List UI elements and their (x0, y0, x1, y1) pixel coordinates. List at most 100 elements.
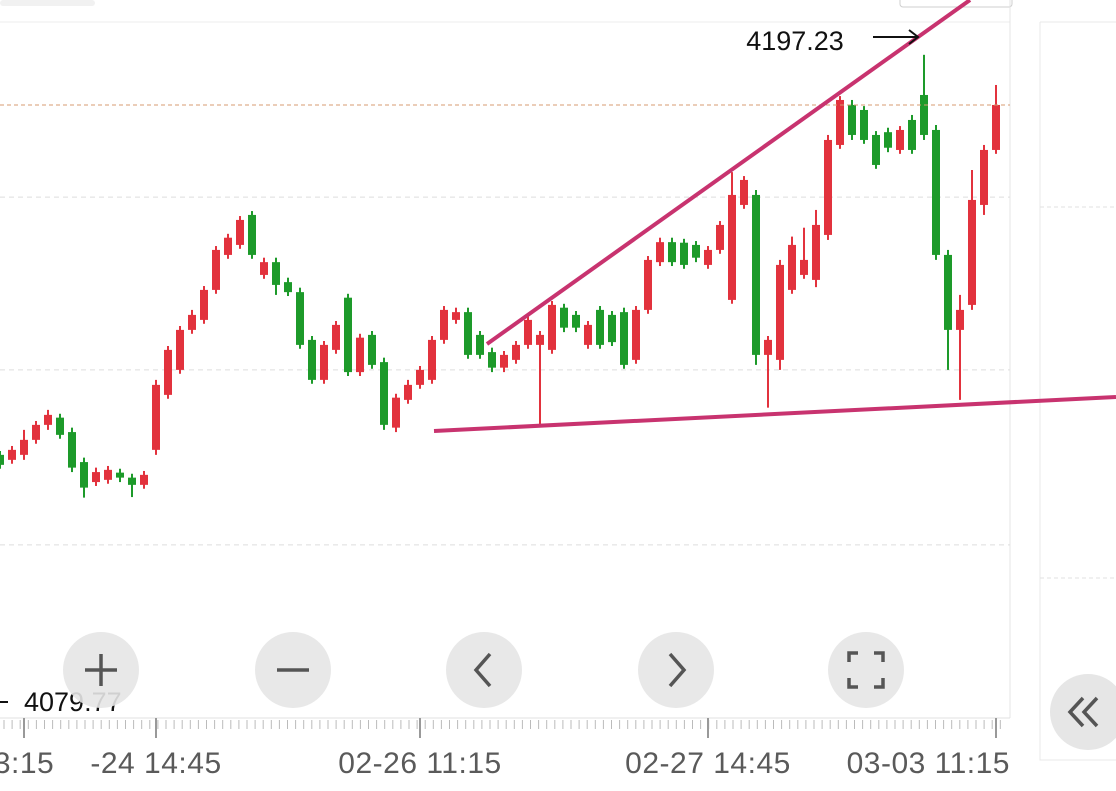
candle-body (752, 194, 760, 355)
candle-body (860, 109, 868, 140)
zoom-in-button[interactable] (63, 632, 139, 708)
candle-body (416, 369, 424, 385)
candle-body (236, 219, 244, 245)
candle-body (680, 242, 688, 265)
candle-body (896, 129, 904, 150)
candle-body (992, 104, 1000, 150)
candle-body (56, 417, 64, 435)
candle-body (872, 134, 880, 165)
candle-body (404, 384, 412, 400)
candle-body (848, 104, 856, 135)
candle-body (32, 424, 40, 440)
x-tick-label: 3:15 (0, 747, 54, 780)
candle-body (200, 289, 208, 320)
high-label: 4197.23 (746, 26, 844, 56)
candle-body (800, 259, 808, 275)
candle-body (128, 477, 136, 485)
candle-body (476, 334, 484, 355)
side-panel (1039, 21, 1116, 761)
candle-body (116, 472, 124, 478)
candle-body (980, 149, 988, 205)
candle-body (512, 344, 520, 360)
candle-body (620, 312, 628, 365)
fullscreen-button[interactable] (828, 632, 904, 708)
candle-body (644, 259, 652, 310)
candle-body (392, 397, 400, 428)
candle-body (488, 352, 496, 368)
candles (0, 54, 1010, 498)
candle-body (440, 309, 448, 340)
candle-body (812, 224, 820, 280)
zoom-out-button[interactable] (255, 632, 331, 708)
candle-body (452, 312, 460, 320)
candle-body (668, 242, 676, 263)
candle-body (308, 339, 316, 380)
candle-body (536, 334, 544, 345)
candle-body (272, 262, 280, 285)
candle-body (608, 314, 616, 343)
candle-body (788, 244, 796, 290)
candle-body (20, 439, 28, 455)
candle-body (704, 249, 712, 265)
candle-body (692, 244, 700, 258)
trend-line (433, 395, 1116, 433)
x-tick-label: 02-26 11:15 (338, 747, 501, 780)
candle-body (164, 349, 172, 395)
candle-body (560, 307, 568, 328)
candle-body (92, 472, 100, 483)
candle-body (596, 309, 604, 345)
collapse-panel-button[interactable] (1050, 674, 1116, 750)
candle-body (224, 237, 232, 255)
candle-body (260, 262, 268, 275)
candle-body (920, 94, 928, 135)
candle-body (932, 129, 940, 255)
high-arrow (873, 29, 920, 45)
candle-body (368, 334, 376, 365)
candle-body (8, 449, 16, 460)
candle-body (968, 199, 976, 305)
top-box (899, 0, 1013, 8)
candle-body (464, 312, 472, 355)
candle-body (320, 344, 328, 380)
x-tick-label: 03-03 11:15 (847, 747, 1010, 780)
candle-body (80, 462, 88, 488)
candle-body (524, 319, 532, 345)
candle-body (44, 414, 52, 425)
candle-body (908, 119, 916, 150)
candle-body (104, 469, 112, 480)
candle-body (188, 314, 196, 330)
candle-body (284, 282, 292, 293)
candle-body (572, 314, 580, 328)
x-tick-label: -24 14:45 (90, 747, 221, 780)
top-tab (0, 0, 95, 6)
candle-body (584, 324, 592, 345)
candle-body (140, 474, 148, 485)
candle-body (548, 304, 556, 350)
candle-body (332, 324, 340, 350)
candle-body (944, 254, 952, 330)
candle-body (884, 132, 892, 148)
candle-body (176, 329, 184, 370)
candle-body (296, 292, 304, 345)
trend-line (485, 0, 972, 346)
candle-body (0, 454, 4, 465)
candle-body (764, 339, 772, 355)
candle-body (656, 242, 664, 263)
scroll-left-button[interactable] (446, 632, 522, 708)
x-axis: 3:15 -24 14:45 02-26 11:15 02-27 14:45 03-03… (0, 718, 1010, 780)
candle-body (956, 309, 964, 330)
candle-body (728, 194, 736, 300)
candle-body (836, 99, 844, 145)
candle-body (500, 354, 508, 368)
scroll-right-button[interactable] (638, 632, 714, 708)
candle-body (632, 309, 640, 360)
candle-body (356, 337, 364, 373)
candle-body (428, 339, 436, 380)
candle-body (68, 432, 76, 468)
candle-body (824, 139, 832, 235)
candle-body (380, 362, 388, 425)
candle-body (776, 264, 784, 360)
x-tick-label: 02-27 14:45 (625, 747, 791, 780)
